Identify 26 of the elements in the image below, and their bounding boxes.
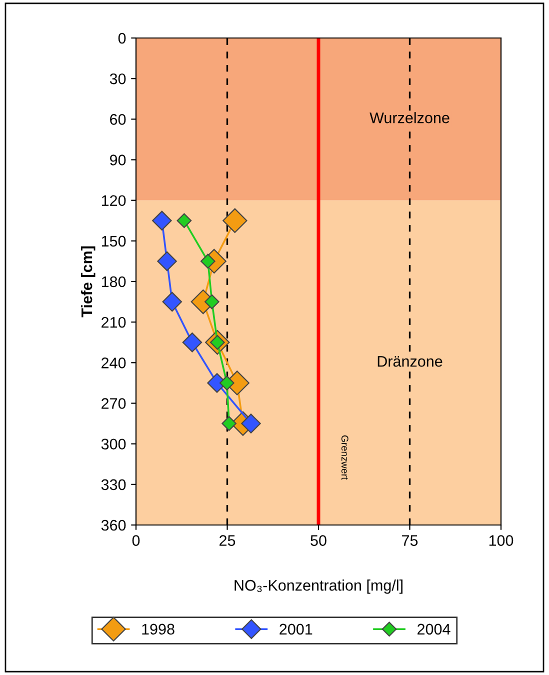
y-tick-label: 90 <box>110 154 126 166</box>
y-tick-label: 360 <box>101 520 126 531</box>
x-tick-label: 50 <box>310 535 326 546</box>
x-tick-label: 25 <box>220 535 236 546</box>
legend-label: 2001 <box>280 624 312 635</box>
y-tick-label: 0 <box>118 32 126 44</box>
y-tick-label: 300 <box>101 438 126 450</box>
band-label: Dränzone <box>378 356 442 367</box>
x-axis-title: NO₃-Konzentration [mg/l] <box>234 580 402 594</box>
y-tick-label: 180 <box>102 276 126 288</box>
y-tick-label: 150 <box>102 236 126 247</box>
y-axis-title: Tiefe [cm] <box>80 246 96 318</box>
y-tick-label: 330 <box>101 479 126 490</box>
ref-line-label: Grenzwert <box>341 435 348 480</box>
x-tick-label: 100 <box>489 535 514 546</box>
legend-label: 1998 <box>142 624 174 635</box>
y-tick-label: 60 <box>110 114 126 125</box>
x-tick-label: 75 <box>402 535 418 546</box>
y-tick-label: 120 <box>102 195 126 206</box>
y-tick-label: 210 <box>102 316 126 328</box>
y-tick-label: 270 <box>102 398 126 409</box>
y-tick-label: 30 <box>110 73 126 84</box>
x-tick-label: 0 <box>132 535 140 546</box>
band-label: Wurzelzone <box>370 112 450 124</box>
legend-label: 2004 <box>418 624 450 635</box>
y-tick-label: 240 <box>102 358 126 368</box>
